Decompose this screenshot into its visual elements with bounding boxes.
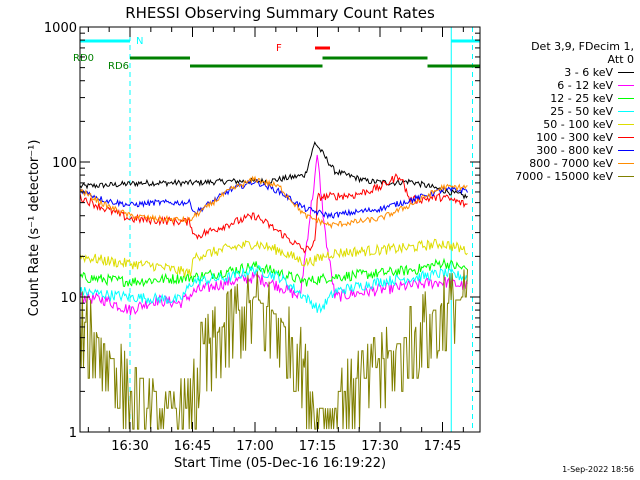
legend-label: 12 - 25 keV <box>550 92 613 105</box>
status-bar-label-n: N <box>136 36 143 47</box>
status-bars: N F RD0 RD6 <box>73 36 480 72</box>
legend-header-line-2: Att 0 <box>607 53 634 66</box>
legend-label: 100 - 300 keV <box>536 131 613 144</box>
legend-label: 300 - 800 keV <box>536 144 613 157</box>
y-tick-label: 1 <box>69 426 77 441</box>
status-bar-label-rd6: RD6 <box>108 61 129 72</box>
legend-swatch <box>618 111 634 112</box>
series-lines <box>79 140 468 430</box>
series-line-1 <box>79 154 468 316</box>
legend-entry: 800 - 7000 keV <box>484 157 634 170</box>
legend-swatch <box>618 150 634 151</box>
y-tick-label: 1000 <box>44 21 77 36</box>
legend-swatch <box>618 124 634 125</box>
x-tick-label: 17:15 <box>299 439 336 454</box>
legend-swatch <box>618 98 634 99</box>
series-line-6 <box>79 179 468 220</box>
legend-label: 25 - 50 keV <box>550 105 613 118</box>
legend-swatch <box>618 176 634 177</box>
legend-swatch <box>618 85 634 86</box>
legend-label: 7000 - 15000 keV <box>515 170 613 183</box>
x-axis-label: Start Time (05-Dec-16 16:19:22) <box>174 456 386 471</box>
x-tick-label: 17:30 <box>361 439 398 454</box>
plot-frame <box>79 26 481 433</box>
legend-entry: 50 - 100 keV <box>484 118 634 131</box>
y-tick-label: 10 <box>60 291 77 306</box>
series-line-8 <box>79 269 468 430</box>
legend-label: 50 - 100 keV <box>543 118 613 131</box>
series-line-2 <box>79 257 468 288</box>
legend-swatch <box>618 137 634 138</box>
series-line-3 <box>79 264 468 314</box>
legend-entry: 25 - 50 keV <box>484 105 634 118</box>
legend: Det 3,9, FDecim 1, Att 0 3 - 6 keV 6 - 12… <box>484 40 634 183</box>
legend-entry: 100 - 300 keV <box>484 131 634 144</box>
series-line-4 <box>79 238 468 278</box>
status-bar-label-f: F <box>276 43 282 54</box>
timestamp: 1-Sep-2022 18:56 <box>562 465 634 474</box>
legend-label: 3 - 6 keV <box>564 66 613 79</box>
series-line-7 <box>79 175 468 230</box>
legend-entry: 7000 - 15000 keV <box>484 170 634 183</box>
chart-title: RHESSI Observing Summary Count Rates <box>125 4 435 22</box>
x-tick-label: 17:00 <box>236 439 273 454</box>
axes: 1 10 100 1000 16:30 16:45 17:00 17:15 17:30 17:45 <box>44 21 481 454</box>
legend-entry: 300 - 800 keV <box>484 144 634 157</box>
legend-label: 800 - 7000 keV <box>529 157 613 170</box>
y-axis-label: Count Rate (s⁻¹ detector⁻¹) <box>27 140 42 317</box>
legend-header-line-1: Det 3,9, FDecim 1, <box>531 40 634 53</box>
x-tick-label: 16:45 <box>174 439 211 454</box>
x-tick-label: 17:45 <box>424 439 461 454</box>
x-tick-label: 16:30 <box>111 439 148 454</box>
legend-entry: 6 - 12 keV <box>484 79 634 92</box>
legend-entries: 3 - 6 keV 6 - 12 keV 12 - 25 keV 25 - 50 ke… <box>484 66 634 183</box>
series-line-5 <box>79 173 468 254</box>
status-bar-label-rd0: RD0 <box>73 53 94 64</box>
legend-entry: 3 - 6 keV <box>484 66 634 79</box>
legend-entry: 12 - 25 keV <box>484 92 634 105</box>
y-tick-label: 100 <box>52 156 77 171</box>
legend-swatch <box>618 163 634 164</box>
legend-swatch <box>618 72 634 73</box>
legend-label: 6 - 12 keV <box>557 79 613 92</box>
